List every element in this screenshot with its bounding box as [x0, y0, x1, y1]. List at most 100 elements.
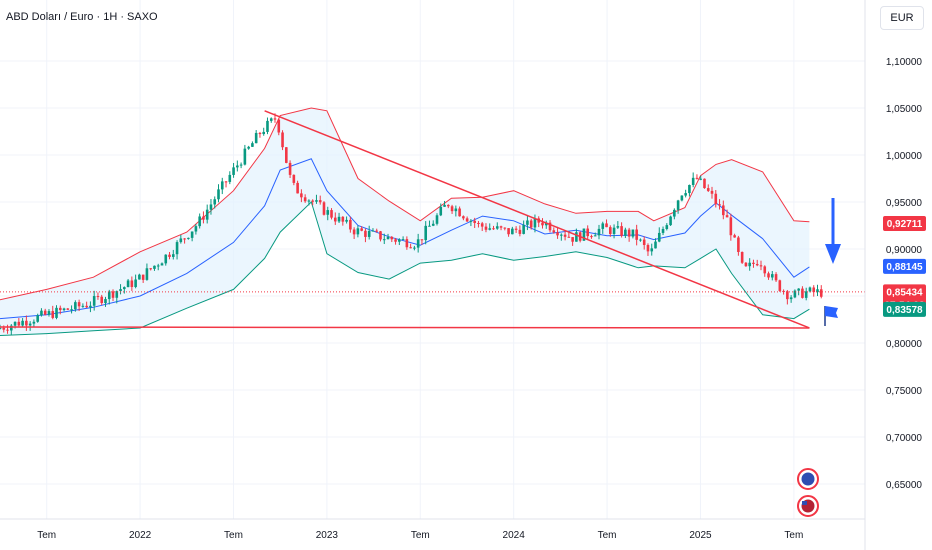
candle-body — [624, 229, 627, 236]
candle-body — [364, 230, 367, 237]
candle-body — [401, 239, 405, 241]
price-tag-label: 0,88145 — [886, 262, 923, 273]
candle-body — [714, 193, 718, 205]
candle-body — [138, 274, 141, 280]
y-tick-label: 1,05000 — [886, 104, 923, 115]
candle-body — [514, 228, 518, 230]
candle-body — [62, 308, 66, 311]
candle-body — [183, 238, 186, 240]
candle-body — [32, 321, 36, 324]
candle-body — [292, 174, 296, 183]
candle-body — [258, 132, 262, 135]
upper-band — [0, 107, 810, 301]
candle-body — [597, 228, 601, 236]
candle-body — [130, 280, 134, 288]
candle-body — [428, 225, 431, 227]
x-tick-label: 2022 — [129, 530, 152, 541]
lower-band — [0, 201, 810, 336]
candle-body — [74, 302, 77, 310]
candle-body — [21, 320, 24, 326]
candle-body — [737, 237, 740, 252]
candle-body — [646, 244, 650, 252]
x-tick-label: Tem — [598, 530, 617, 541]
arrow-down-icon — [825, 244, 841, 264]
candle-body — [676, 200, 680, 210]
candle-body — [356, 228, 360, 235]
candle-body — [296, 182, 299, 194]
candle-body — [533, 218, 537, 228]
candle-body — [58, 307, 62, 311]
x-tick-label: 2023 — [316, 530, 339, 541]
candle-body — [507, 228, 510, 235]
x-tick-label: Tem — [411, 530, 430, 541]
candle-body — [420, 239, 424, 241]
trendline — [264, 110, 810, 329]
candle-body — [236, 165, 239, 168]
candle-body — [695, 177, 699, 179]
x-tick-label: Tem — [784, 530, 803, 541]
candle-body — [77, 302, 81, 307]
candle-body — [458, 208, 461, 217]
candle-body — [571, 237, 574, 242]
candle-body — [232, 167, 235, 175]
candle-body — [575, 232, 578, 242]
candle-body — [126, 280, 130, 288]
candle-body — [251, 143, 254, 147]
candle-body — [307, 200, 311, 202]
candle-body — [804, 291, 808, 298]
band-fill — [0, 108, 810, 336]
candle-body — [590, 236, 593, 238]
candle-body — [51, 311, 55, 318]
candle-body — [465, 218, 469, 222]
candle-body — [631, 229, 635, 237]
price-tag-label: 0,92711 — [887, 219, 923, 230]
time-axis[interactable]: Tem 2022 Tem 2023 Tem 2024 Tem 2025 Tem — [37, 530, 803, 541]
candle-body — [288, 162, 292, 175]
candle-body — [349, 219, 352, 230]
candle-body — [318, 200, 322, 203]
currency-button[interactable]: EUR — [880, 6, 924, 30]
candle-body — [778, 280, 782, 291]
candle-body — [770, 274, 774, 278]
price-tag — [883, 301, 926, 317]
candle-body — [556, 232, 559, 236]
candle-body — [435, 215, 439, 224]
candle-body — [153, 265, 156, 269]
candle-body — [40, 310, 43, 316]
candles — [0, 113, 823, 335]
candle-body — [786, 291, 789, 300]
candle-body — [213, 199, 217, 205]
candle-body — [175, 242, 179, 255]
candle-body — [593, 235, 597, 237]
candle-body — [262, 131, 266, 135]
candle-body — [194, 226, 198, 232]
y-tick-label: 1,00000 — [886, 151, 923, 162]
candle-body — [706, 188, 710, 191]
candle-body — [394, 239, 397, 242]
candle-body — [322, 202, 326, 215]
price-tag-label: 0,85434 — [886, 287, 923, 298]
candle-body — [789, 297, 793, 300]
candle-body — [684, 193, 687, 196]
candle-body — [620, 226, 623, 236]
candle-body — [43, 310, 47, 315]
candle-body — [220, 181, 224, 190]
candle-body — [123, 287, 126, 290]
candle-body — [164, 254, 168, 264]
candle-body — [608, 227, 612, 234]
candle-body — [522, 224, 525, 234]
candle-body — [605, 223, 608, 228]
candle-body — [100, 296, 104, 304]
candle-body — [673, 209, 676, 217]
y-tick-label: 0,95000 — [886, 198, 923, 209]
candle-body — [382, 239, 386, 241]
candle-body — [269, 118, 273, 121]
eu-flag-icon-inner — [801, 472, 815, 486]
candle-body — [390, 236, 394, 240]
candle-body — [503, 227, 507, 229]
candle-body — [816, 289, 819, 293]
bollinger-bands — [0, 107, 810, 336]
candle-body — [450, 206, 454, 212]
candle-body — [518, 229, 522, 234]
